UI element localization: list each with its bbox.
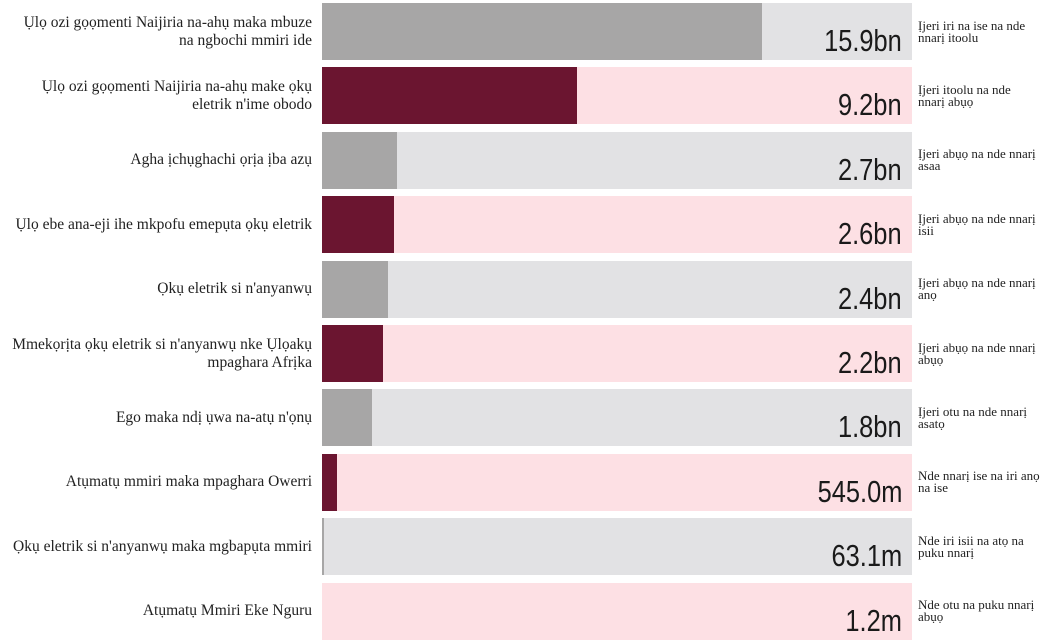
value-label: 2.2bn [838, 347, 902, 378]
row-label: Mmekọrịta ọkụ eletrik si n'anyanwụ nke Ụ… [0, 325, 312, 382]
bar [322, 454, 337, 511]
bar-track: 2.4bn [322, 261, 912, 318]
bar-track: 9.2bn [322, 67, 912, 124]
row-label-text: Ụlọ ozi gọọmenti Naijiria na-ahụ maka mb… [12, 14, 312, 50]
note: Nde nnarị ise na iri anọ na ise [918, 454, 1040, 511]
row-label: Agha ịchụghachi ọrịa ịba azụ [0, 132, 312, 189]
value-label: 9.2bn [838, 89, 902, 120]
row-label: Atụmatụ mmiri maka mpaghara Owerri [0, 454, 312, 511]
bar [322, 3, 762, 60]
row-label: Ọkụ eletrik si n'anyanwụ maka mgbapụta m… [0, 518, 312, 575]
bar [322, 389, 372, 446]
value-label: 15.9bn [824, 25, 902, 56]
row-label-text: Agha ịchụghachi ọrịa ịba azụ [130, 151, 312, 169]
value-label: 2.4bn [838, 283, 902, 314]
bar-track: 2.7bn [322, 132, 912, 189]
bar-track: 15.9bn [322, 3, 912, 60]
bar-track: 63.1m [322, 518, 912, 575]
bar [322, 518, 324, 575]
row-label: Ụlọ ozi gọọmenti Naijiria na-ahụ make ọk… [0, 67, 312, 124]
value-label: 1.2m [845, 605, 902, 636]
row-label-text: Atụmatụ mmiri maka mpaghara Owerri [66, 473, 312, 491]
row-label: Ego maka ndị ụwa na-atụ n'ọnụ [0, 389, 312, 446]
note: Ịjeri abụọ na nde nnarị anọ [918, 261, 1040, 318]
note: Nde otu na puku nnarị abụọ [918, 583, 1040, 640]
note: Ịjeri otu na nde nnarị asatọ [918, 389, 1040, 446]
value-label: 1.8bn [838, 411, 902, 442]
bar-track: 545.0m [322, 454, 912, 511]
bar [322, 132, 397, 189]
row-label-text: Atụmatụ Mmiri Eke Nguru [143, 602, 312, 620]
note: Ịjeri abụọ na nde nnarị abụọ [918, 325, 1040, 382]
note: Ịjeri abụọ na nde nnarị isii [918, 196, 1040, 253]
note: Ịjeri itoolu na nde nnarị abụọ [918, 67, 1040, 124]
bar-track: 1.8bn [322, 389, 912, 446]
row-label-text: Ụlọ ozi gọọmenti Naijiria na-ahụ make ọk… [12, 78, 312, 114]
row-label-text: Ọkụ eletrik si n'anyanwụ [157, 280, 312, 298]
bar [322, 261, 388, 318]
note: Ịjeri abụọ na nde nnarị asaa [918, 132, 1040, 189]
bar [322, 325, 383, 382]
bar [322, 67, 577, 124]
row-label-text: Ọkụ eletrik si n'anyanwụ maka mgbapụta m… [13, 538, 312, 556]
value-label: 2.7bn [838, 154, 902, 185]
row-label: Ọkụ eletrik si n'anyanwụ [0, 261, 312, 318]
page: {"chart_data": {"type": "bar", "orientat… [0, 0, 1045, 627]
bar-track: 1.2m [322, 583, 912, 640]
note: Nde iri isii na atọ na puku nnarị [918, 518, 1040, 575]
row-label: Atụmatụ Mmiri Eke Nguru [0, 583, 312, 640]
bar-track: 2.2bn [322, 325, 912, 382]
row-label: Ụlọ ozi gọọmenti Naijiria na-ahụ maka mb… [0, 3, 312, 60]
row-label-text: Mmekọrịta ọkụ eletrik si n'anyanwụ nke Ụ… [12, 336, 312, 372]
row-label-text: Ego maka ndị ụwa na-atụ n'ọnụ [116, 409, 312, 427]
row-label: Ụlọ ebe ana-eji ihe mkpofu emepụta ọkụ e… [0, 196, 312, 253]
value-label: 2.6bn [838, 218, 902, 249]
bar [322, 196, 394, 253]
value-label: 545.0m [817, 476, 902, 507]
value-label: 63.1m [831, 540, 902, 571]
bar-track: 2.6bn [322, 196, 912, 253]
note: Ịjeri iri na ise na nde nnarị itoolu [918, 3, 1040, 60]
row-label-text: Ụlọ ebe ana-eji ihe mkpofu emepụta ọkụ e… [15, 216, 312, 234]
